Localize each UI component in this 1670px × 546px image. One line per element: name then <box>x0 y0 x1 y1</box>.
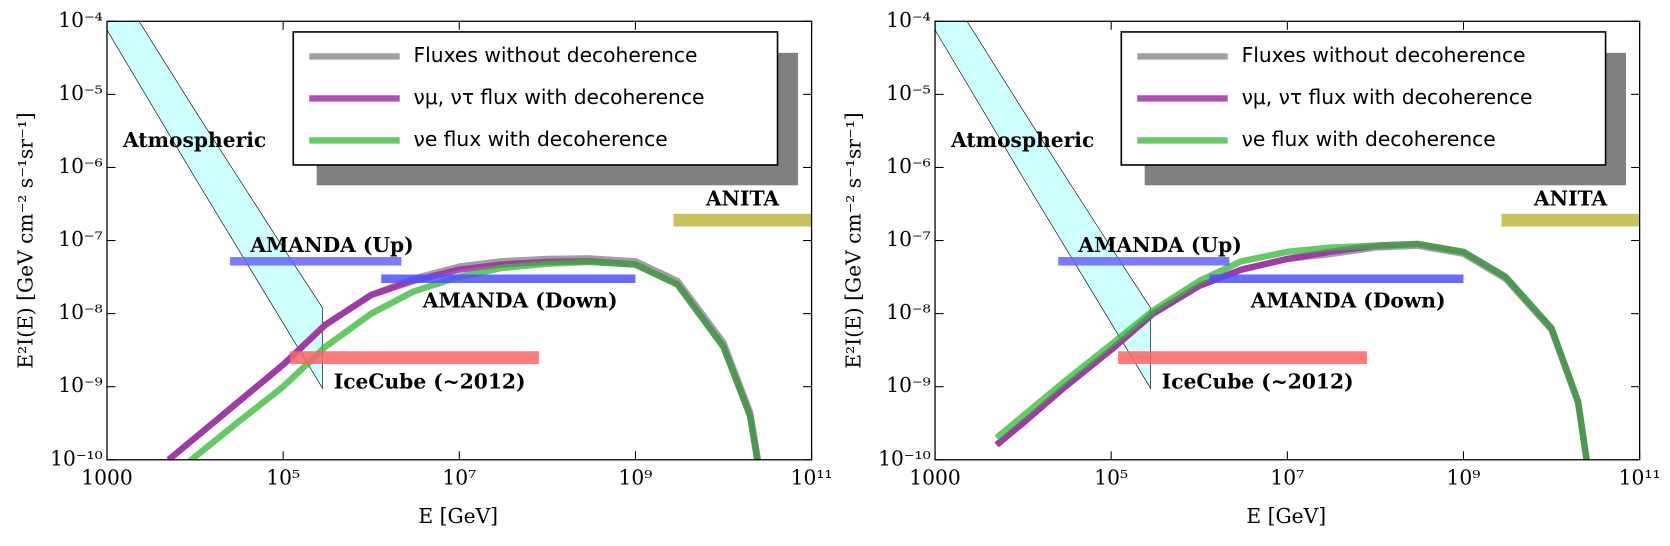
y-tick-label: 10⁻⁵ <box>886 81 931 105</box>
legend-label: νμ, ντ flux with decoherence <box>1242 85 1533 109</box>
y-tick-label: 10⁻⁴ <box>886 8 931 32</box>
limit-bar <box>381 274 636 284</box>
y-tick-label: 10⁻⁹ <box>58 373 103 397</box>
y-tick-label: 10⁻⁶ <box>58 154 103 178</box>
y-tick-label: 10⁻⁷ <box>58 227 103 251</box>
y-axis-label: E²I(E) [GeV cm⁻² s⁻¹sr⁻¹] <box>14 112 38 368</box>
x-axis-label: E [GeV] <box>418 504 498 528</box>
limit-bar <box>1209 274 1464 284</box>
x-tick-label: 10¹¹ <box>1619 465 1661 489</box>
y-tick-label: 10⁻⁶ <box>886 154 931 178</box>
flux-line <box>994 240 1590 460</box>
x-tick-label: 10¹¹ <box>791 465 833 489</box>
region-label: AMANDA (Down) <box>422 289 618 313</box>
region-label: AMANDA (Down) <box>1250 289 1446 313</box>
legend-label: Fluxes without decoherence <box>1242 43 1526 67</box>
region-label: AMANDA (Up) <box>249 233 413 257</box>
limit-bar <box>1501 213 1640 227</box>
x-axis-label: E [GeV] <box>1246 504 1326 528</box>
region-label: Atmospheric <box>122 128 266 152</box>
y-axis-label: E²I(E) [GeV cm⁻² s⁻¹sr⁻¹] <box>842 112 866 368</box>
y-tick-label: 10⁻⁸ <box>886 300 931 324</box>
x-tick-label: 10⁷ <box>1270 465 1304 489</box>
region-label: Atmospheric <box>950 128 1094 152</box>
x-tick-label: 10⁵ <box>266 465 300 489</box>
region-label: IceCube (~2012) <box>1162 370 1354 394</box>
x-tick-label: 10⁵ <box>1094 465 1128 489</box>
legend-label: νe flux with decoherence <box>1242 127 1496 151</box>
region-label: AMANDA (Up) <box>1077 233 1241 257</box>
legend-label: νe flux with decoherence <box>414 127 668 151</box>
x-tick-label: 10⁷ <box>442 465 476 489</box>
y-tick-label: 10⁻⁵ <box>58 81 103 105</box>
y-tick-label: 10⁻⁸ <box>58 300 103 324</box>
y-tick-label: 10⁻¹⁰ <box>50 446 103 470</box>
limit-bar <box>290 351 539 365</box>
x-tick-label: 1000 <box>81 465 132 489</box>
region-label: ANITA <box>705 186 780 210</box>
flux-line <box>186 258 761 460</box>
x-tick-label: 10⁹ <box>1447 465 1481 489</box>
limit-bar <box>1118 351 1367 365</box>
atmospheric-band <box>935 21 1151 390</box>
legend-label: Fluxes without decoherence <box>414 43 698 67</box>
x-tick-label: 10⁹ <box>619 465 653 489</box>
region-label: IceCube (~2012) <box>334 370 526 394</box>
y-tick-label: 10⁻¹⁰ <box>878 446 931 470</box>
limit-bar <box>230 257 402 266</box>
y-tick-label: 10⁻⁷ <box>886 227 931 251</box>
atmospheric-band <box>106 21 323 390</box>
y-tick-label: 10⁻⁹ <box>886 373 931 397</box>
y-tick-label: 10⁻⁴ <box>58 8 103 32</box>
region-label: ANITA <box>1533 186 1608 210</box>
x-tick-label: 1000 <box>909 465 960 489</box>
limit-bar <box>673 213 812 227</box>
legend-label: νμ, ντ flux with decoherence <box>414 85 705 109</box>
limit-bar <box>1058 257 1230 266</box>
